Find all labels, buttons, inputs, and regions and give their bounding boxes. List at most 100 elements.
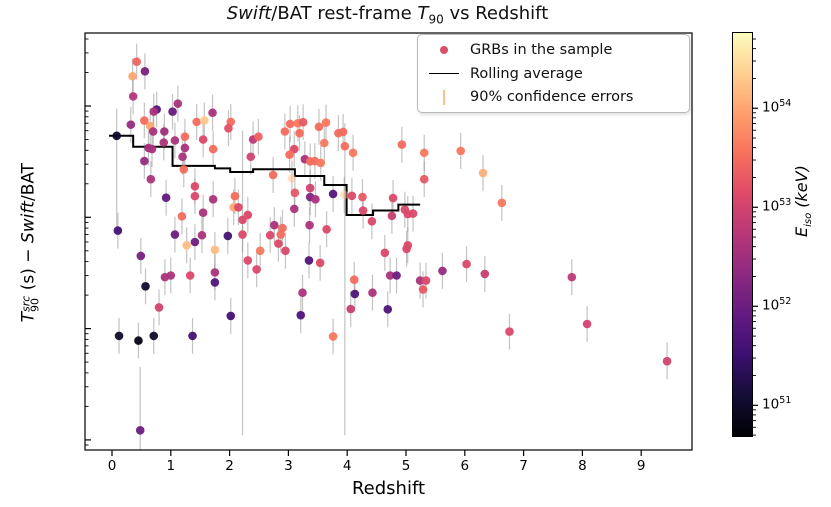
grb-point <box>166 271 176 280</box>
grb-point <box>315 258 325 268</box>
colorbar-tick-label: 1052 <box>762 296 792 314</box>
grb-point <box>192 117 201 127</box>
x-tick-label: 1 <box>166 458 176 474</box>
grb-point <box>161 193 171 203</box>
grb-point <box>368 288 377 298</box>
grb-point <box>462 259 471 269</box>
grb-point <box>319 138 329 148</box>
grb-point <box>243 210 253 220</box>
grb-point <box>268 170 278 180</box>
grb-point <box>281 246 290 256</box>
colorbar-label: Eiso (keV) <box>791 165 815 238</box>
grb-point <box>178 152 187 162</box>
x-tick-label: 3 <box>284 458 293 474</box>
grb-point <box>289 144 299 154</box>
grb-point <box>140 116 149 125</box>
grb-point <box>295 128 304 138</box>
legend-item: Rolling average <box>418 62 689 86</box>
grb-point <box>128 92 138 101</box>
grb-point <box>126 120 136 129</box>
x-tick-label: 9 <box>636 458 646 474</box>
errorbar-icon <box>418 89 470 105</box>
grb-point <box>149 331 159 341</box>
grb-point <box>149 107 159 116</box>
grb-point <box>438 266 447 276</box>
grb-point <box>226 311 236 321</box>
legend-label: Rolling average <box>470 65 583 82</box>
x-tick-label: 8 <box>578 458 587 474</box>
legend-label: GRBs in the sample <box>470 41 613 58</box>
colorbar-tick-label: 1051 <box>762 395 792 413</box>
grb-point <box>314 122 324 132</box>
grb-point <box>340 141 350 151</box>
grb-point <box>497 198 507 208</box>
grb-point <box>200 116 209 125</box>
grb-point <box>349 275 359 285</box>
grb-point <box>182 241 191 250</box>
x-tick-label: 4 <box>342 458 352 474</box>
grb-point <box>322 225 331 234</box>
grb-point <box>198 135 208 144</box>
grb-point <box>358 206 368 215</box>
grb-point <box>347 191 357 201</box>
grb-point <box>159 138 169 147</box>
grb-point <box>234 202 243 212</box>
grb-point <box>290 188 300 198</box>
grb-point <box>210 268 220 277</box>
grb-point <box>173 99 183 108</box>
grb-point <box>285 150 294 160</box>
grb-point <box>132 57 141 67</box>
grb-point <box>304 256 314 265</box>
grb-point <box>180 143 190 153</box>
grb-point <box>136 251 146 261</box>
grb-point <box>418 285 428 294</box>
grb-point <box>350 289 360 299</box>
grb-point <box>224 124 233 133</box>
grb-point <box>289 204 299 214</box>
grb-point <box>328 332 338 341</box>
grb-point <box>316 158 326 168</box>
grb-point <box>197 230 207 240</box>
grb-point <box>160 127 169 136</box>
grb-point <box>321 118 331 127</box>
x-tick-label: 5 <box>401 458 411 474</box>
grb-point <box>128 71 137 81</box>
grb-point <box>141 281 150 291</box>
x-axis-label: Redshift <box>351 478 426 499</box>
grb-point <box>403 241 413 250</box>
grb-point <box>134 336 143 345</box>
legend-item: GRBs in the sample <box>418 38 689 62</box>
x-tick-label: 0 <box>107 458 117 474</box>
grb-point <box>140 67 150 76</box>
grb-point <box>190 237 200 247</box>
grb-point <box>298 117 308 127</box>
grb-point <box>112 131 122 141</box>
grb-point <box>230 191 240 201</box>
grb-point <box>339 190 349 200</box>
grb-point <box>383 305 393 314</box>
grb-point <box>338 127 348 137</box>
grb-point <box>305 220 314 230</box>
x-tick-label: 6 <box>460 458 470 474</box>
grb-point <box>397 140 407 149</box>
grb-point <box>154 303 164 312</box>
grb-point <box>419 174 429 184</box>
x-tick-label: 2 <box>225 458 234 474</box>
grb-point <box>421 276 431 285</box>
grb-point <box>505 327 514 336</box>
grb-point <box>408 209 418 218</box>
grb-point <box>480 269 490 279</box>
grb-point <box>385 271 395 280</box>
colorbar-tick-label: 1053 <box>762 197 792 215</box>
grb-point <box>190 191 200 201</box>
rolling-line-icon <box>418 73 470 74</box>
grb-point <box>380 248 390 258</box>
grb-point <box>243 256 253 265</box>
x-tick-label: 7 <box>519 458 528 474</box>
grb-point <box>567 272 577 282</box>
grb-point <box>246 152 256 162</box>
grb-point <box>208 108 217 118</box>
